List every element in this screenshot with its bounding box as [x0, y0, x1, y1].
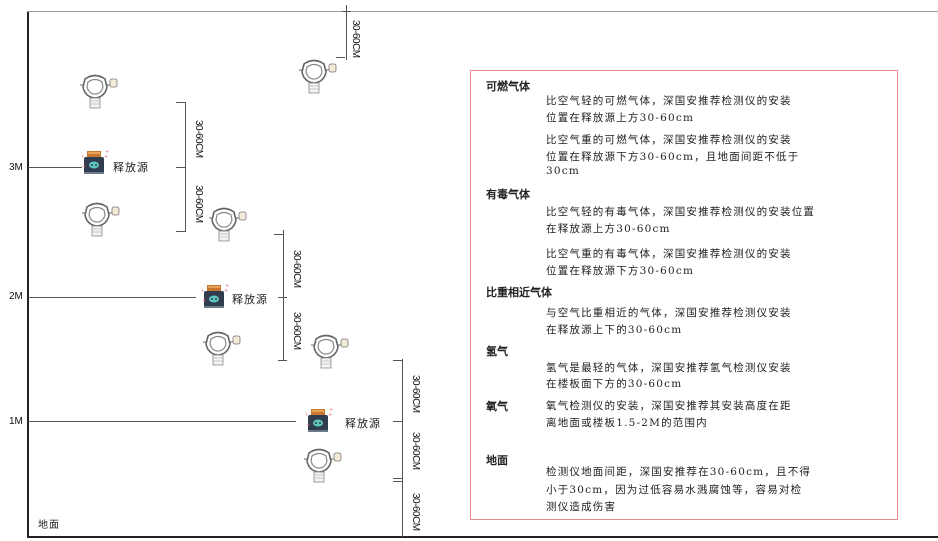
dimension-tick [278, 297, 287, 298]
ground-line [27, 536, 938, 538]
section-title-similar: 比重相近气体 [486, 286, 552, 299]
note-line: 位置在释放源上方30-60cm [546, 112, 695, 124]
dimension-line [402, 359, 403, 537]
gas-detector-icon [310, 334, 349, 369]
dimension-tick [393, 478, 402, 479]
level-3m-label: 3M [9, 162, 23, 173]
dimension-label: 30-60CM [291, 250, 302, 288]
note-line: 检测仪地面间距，深国安推荐在30-60cm，且不得 [546, 466, 812, 478]
section-title-toxic: 有毒气体 [486, 188, 530, 201]
level-1m-line [28, 421, 296, 422]
release-source-icon [306, 408, 334, 432]
dimension-tick [278, 360, 287, 361]
note-line: 30cm [546, 165, 580, 177]
level-1m-label: 1M [9, 416, 23, 427]
note-line: 比空气重的可燃气体，深国安推荐检测仪的安装 [546, 134, 792, 146]
dimension-label: 30-60CM [193, 185, 204, 223]
level-2m-label: 2M [9, 291, 23, 302]
release-source-label: 释放源 [345, 417, 381, 430]
note-line: 比空气轻的有毒气体，深国安推荐检测仪的安装位置 [546, 206, 816, 218]
level-2m-line [28, 297, 196, 298]
note-line: 氧气检测仪的安装，深国安推荐其安装高度在距 [546, 400, 792, 412]
note-line: 与空气比重相近的气体，深国安推荐检测仪安装 [546, 307, 792, 319]
dimension-label: 30-60CM [350, 20, 361, 58]
note-line: 测仪造成伤害 [546, 501, 617, 513]
dimension-tick [393, 360, 402, 361]
section-title-hydrogen: 氢气 [486, 345, 508, 358]
note-line: 在楼板面下方的30-60cm [546, 378, 683, 390]
dimension-line [185, 102, 186, 232]
release-source-icon [202, 284, 230, 308]
note-line: 比空气轻的可燃气体，深国安推荐检测仪的安装 [546, 95, 792, 107]
gas-detector-icon [81, 202, 120, 237]
dimension-tick [393, 421, 402, 422]
dimension-tick [274, 234, 283, 235]
dimension-tick [176, 167, 185, 168]
level-3m-line [28, 167, 82, 168]
section-title-oxygen: 氧气 [486, 400, 508, 413]
dimension-label: 30-60CM [410, 375, 421, 413]
dimension-tick [342, 11, 351, 12]
section-title-ground: 地面 [486, 454, 508, 467]
ground-label: 地面 [38, 520, 60, 531]
ceiling-line [27, 11, 938, 12]
wall-line [27, 11, 29, 537]
dimension-label: 30-60CM [410, 493, 421, 531]
installation-notes-box: 可燃气体 比空气轻的可燃气体，深国安推荐检测仪的安装 位置在释放源上方30-60… [470, 70, 898, 520]
note-line: 比空气重的有毒气体，深国安推荐检测仪的安装 [546, 248, 792, 260]
dimension-label: 30-60CM [291, 312, 302, 350]
note-line: 在释放源上方30-60cm [546, 223, 671, 235]
dimension-tick [176, 231, 185, 232]
dimension-label: 30-60CM [410, 432, 421, 470]
dimension-tick [393, 481, 402, 482]
gas-detector-icon [79, 74, 118, 109]
note-line: 离地面或楼板1.5-2M的范围内 [546, 417, 708, 429]
dimension-label: 30-60CM [193, 120, 204, 158]
dimension-tick [176, 102, 185, 103]
release-source-icon [82, 150, 110, 174]
gas-detector-icon [202, 331, 241, 366]
note-line: 氢气是最轻的气体，深国安推荐氢气检测仪安装 [546, 362, 792, 374]
dimension-line [346, 5, 347, 60]
note-line: 在释放源上下的30-60cm [546, 324, 683, 336]
section-title-combustible: 可燃气体 [486, 80, 530, 93]
dimension-line [283, 230, 284, 360]
note-line: 小于30cm，因为过低容易水溅腐蚀等，容易对检 [546, 484, 803, 496]
dimension-tick [336, 57, 345, 58]
note-line: 位置在释放源下方30-60cm，且地面间距不低于 [546, 151, 800, 163]
gas-detector-icon [208, 207, 247, 242]
release-source-label: 释放源 [113, 161, 149, 174]
note-line: 位置在释放源下方30-60cm [546, 265, 695, 277]
release-source-label: 释放源 [232, 293, 268, 306]
gas-detector-icon [303, 448, 342, 483]
gas-detector-icon [298, 59, 337, 94]
